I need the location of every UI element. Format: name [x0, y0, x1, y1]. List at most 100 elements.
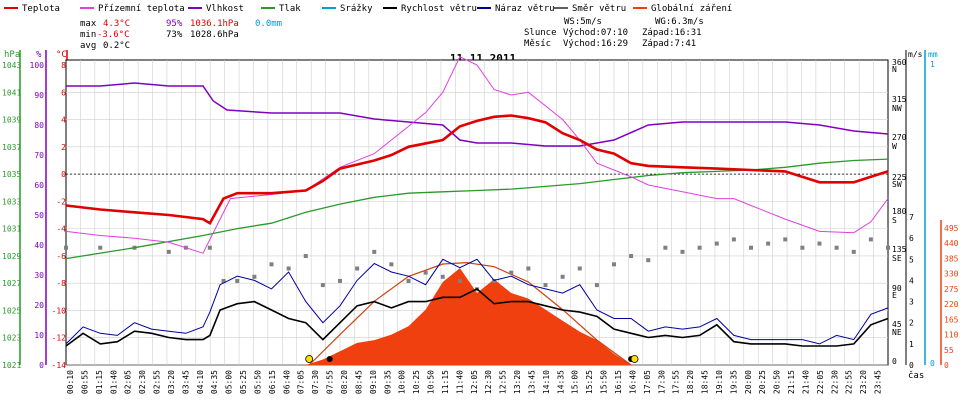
wind-dir-tick: 315: [892, 95, 907, 104]
series-radiation-area: [305, 268, 632, 365]
stat-moon-label: Měsíc: [524, 39, 551, 49]
humidity-tick: 50: [34, 211, 44, 220]
pressure-tick: 1029: [2, 252, 21, 261]
wind-dir-point: [320, 283, 325, 288]
wind-dir-point: [663, 245, 668, 250]
stat-min-temp: -3.6°C: [97, 30, 130, 40]
wind-dir-tick: 135: [892, 245, 907, 254]
legend-label: Srážky: [340, 4, 373, 14]
wind-dir-point: [886, 245, 890, 250]
wind-speed-tick: 0: [909, 361, 914, 370]
x-tick-label: 22:30: [830, 370, 839, 394]
stat-max-temp: 4.3°C: [103, 19, 130, 29]
humidity-tick: 30: [34, 271, 44, 280]
wind-dir-point: [252, 274, 257, 279]
plot-area: [64, 56, 890, 366]
wind-dir-point: [221, 278, 226, 283]
wind-dir-point: [509, 270, 514, 275]
x-axis-label: čas: [908, 370, 924, 381]
pressure-tick: 1039: [2, 116, 21, 125]
wind-dir-point: [766, 241, 771, 246]
wind-dir-point: [834, 245, 839, 250]
x-tick-label: 16:40: [628, 370, 637, 394]
x-tick-label: 23:20: [859, 370, 868, 394]
x-tick-label: 21:40: [802, 370, 811, 394]
wind-dir-tick: E: [892, 291, 897, 300]
wind-dir-point: [440, 274, 445, 279]
x-tick-label: 19:35: [729, 370, 738, 394]
wind-speed-tick: 4: [909, 276, 914, 285]
wind-dir-tick: W: [892, 142, 897, 151]
legend: Teplota Přízemní teplota Vlhkost Tlak Srážky…: [4, 4, 732, 14]
temperature-unit: °C: [56, 50, 67, 60]
wind-dir-tick: 45: [892, 320, 902, 329]
series-temperature: [65, 114, 889, 226]
wind-dir-point: [817, 241, 822, 246]
pressure-tick: 1041: [2, 88, 21, 97]
x-tick-label: 10:50: [427, 370, 436, 394]
wind-dir-point: [646, 258, 651, 263]
pressure-unit: hPa: [4, 50, 20, 60]
x-tick-label: 00:10: [66, 370, 75, 394]
pressure-tick: 1031: [2, 225, 21, 234]
temperature-tick: -14: [52, 361, 67, 370]
x-tick-label: 03:45: [181, 370, 190, 394]
x-tick-label: 17:05: [643, 370, 652, 394]
rain-unit: mm: [928, 50, 938, 59]
x-tick-label: 04:10: [196, 370, 205, 394]
x-tick-label: 15:25: [585, 370, 594, 394]
wind-dir-point: [64, 245, 68, 250]
humidity-tick: 40: [34, 241, 44, 250]
series-wind-speed: [65, 287, 889, 347]
x-tick-label: 22:05: [816, 370, 825, 394]
series-wind-gust: [65, 258, 889, 345]
wind-dir-point: [714, 241, 719, 246]
humidity-tick: 80: [34, 121, 44, 130]
legend-label: Vlhkost: [206, 4, 244, 14]
wind-dir-point: [697, 245, 702, 250]
radiation-tick: 495: [944, 224, 959, 233]
legend-label: Přízemní teplota: [98, 4, 185, 14]
wind-dir-point: [783, 237, 788, 242]
wind-dir-point: [406, 278, 411, 283]
temperature-tick: 6: [61, 88, 66, 97]
x-tick-label: 02:30: [138, 370, 147, 394]
x-tick-label: 05:25: [239, 370, 248, 394]
wind-dir-point: [492, 278, 497, 283]
wind-dir-tick: 180: [892, 207, 907, 216]
series-pressure: [65, 158, 889, 260]
wind-dir-point: [526, 266, 531, 271]
humidity-tick: 20: [34, 301, 44, 310]
legend-label: Rychlost větru: [401, 4, 477, 14]
pressure-tick: 1033: [2, 197, 21, 206]
humidity-tick: 100: [30, 61, 45, 70]
x-tick-label: 10:00: [398, 370, 407, 394]
wind-dir-point: [338, 278, 342, 283]
stat-min-label: min: [80, 30, 96, 40]
x-tick-label: 09:35: [383, 370, 392, 394]
wind-dir-point: [457, 278, 462, 283]
wind-dir-tick: 225: [892, 173, 907, 182]
humidity-unit: %: [36, 50, 42, 60]
legend-label: Směr větru: [572, 4, 626, 14]
pressure-tick: 1043: [2, 61, 21, 70]
sunrise-marker: [305, 355, 314, 363]
wind-dir-tick: N: [892, 65, 897, 74]
series-ground-temp: [65, 56, 889, 254]
x-tick-label: 10:25: [412, 370, 421, 394]
x-tick-label: 20:25: [758, 370, 767, 394]
pressure-tick: 1023: [2, 334, 21, 343]
stat-ws: WS:5m/s: [564, 17, 602, 27]
wind-dir-tick: 360: [892, 58, 907, 67]
stat-max-label: max: [80, 19, 97, 29]
x-tick-label: 11:15: [441, 370, 450, 394]
wind-dir-point: [851, 249, 856, 254]
pressure-tick: 1035: [2, 170, 21, 179]
stat-sunrise: Východ:07:10: [563, 28, 628, 38]
wind-dir-point: [612, 262, 616, 267]
x-tick-label: 23:45: [874, 370, 883, 394]
x-tick-label: 00:55: [80, 370, 89, 394]
rain-tick: 1: [930, 60, 935, 69]
x-tick-label: 12:05: [470, 370, 479, 394]
humidity-tick: 60: [34, 181, 44, 190]
